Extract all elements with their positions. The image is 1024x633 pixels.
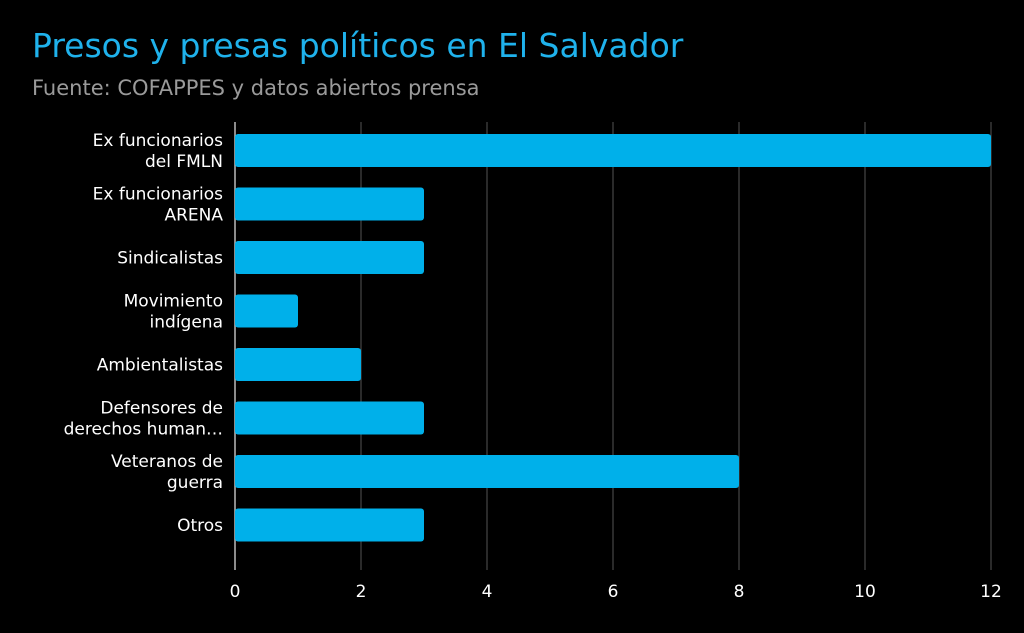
chart-subtitle: Fuente: COFAPPES y datos abiertos prensa xyxy=(32,76,480,100)
bar[interactable] xyxy=(235,348,361,381)
category-label: Movimiento indígena xyxy=(124,292,223,333)
bar[interactable] xyxy=(235,241,424,274)
x-tick-label: 2 xyxy=(356,582,367,602)
bar[interactable] xyxy=(235,455,739,488)
bars xyxy=(235,134,991,542)
bar[interactable] xyxy=(235,134,991,167)
x-axis-ticks: 0 2 4 6 8 10 12 xyxy=(230,582,1002,602)
category-label: Ambientalistas xyxy=(97,356,223,376)
x-tick-label: 12 xyxy=(980,582,1002,602)
x-tick-label: 10 xyxy=(854,582,876,602)
x-tick-label: 8 xyxy=(734,582,745,602)
x-tick-label: 4 xyxy=(482,582,493,602)
chart-title: Presos y presas políticos en El Salvador xyxy=(32,26,684,65)
category-label: Defensores de derechos human… xyxy=(64,399,223,440)
bar[interactable] xyxy=(235,401,424,435)
x-tick-label: 6 xyxy=(608,582,619,602)
x-tick-label: 0 xyxy=(230,582,241,602)
bar[interactable] xyxy=(235,508,424,542)
category-label: Sindicalistas xyxy=(117,249,223,269)
category-label: Otros xyxy=(177,516,223,536)
category-label: Ex funcionarios del FMLN xyxy=(93,131,224,172)
bar[interactable] xyxy=(235,187,424,221)
category-labels: Ex funcionarios del FMLN Ex funcionarios AR… xyxy=(64,131,224,536)
bar[interactable] xyxy=(235,294,298,328)
category-label: Veteranos de guerra xyxy=(111,452,223,493)
category-label: Ex funcionarios ARENA xyxy=(93,185,224,226)
